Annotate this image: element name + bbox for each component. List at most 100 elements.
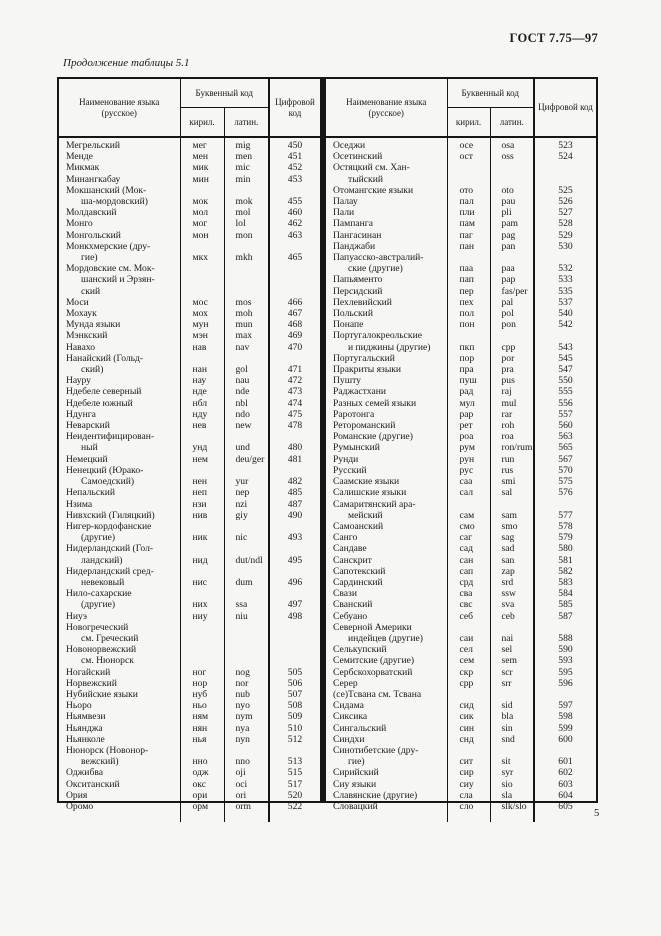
col-header-cyrillic: кирил. [180,107,225,138]
latin-code-cell: nav [224,341,270,353]
language-name-cell: Селькупский [326,644,448,656]
language-name-line: Саамские языки [333,476,400,488]
latin-code-cell: mon [224,229,270,241]
latin-code-cell: lol [224,218,270,230]
latin-code-cell: ron/rum [490,442,535,454]
language-name-cell: Ньянколе [59,733,181,745]
latin-code-cell: osa [490,137,535,152]
table-row: Палау пал pau 526 [326,196,596,208]
language-name-line: Самаритянский ара- [333,498,416,510]
numeric-code-cell: 480 [287,442,303,454]
language-name-cell: Сингальский [326,722,448,734]
table-row: Ндебеле северный нде nde 473 [59,386,320,398]
numeric-code-cell: 530 [558,240,573,252]
language-name-line: Раротонга [333,408,375,420]
col-header-letter-code: Буквенный код [447,79,535,108]
latin-code-cell: und [224,431,270,454]
table-row: Сербскохорватский скр scr 595 [326,666,596,678]
latin-code-cell: sam [490,498,535,521]
numeric-code-cell: 508 [287,700,303,712]
language-name-line: Микмак [66,162,100,174]
col-header-numeric-code: Цифровой код [534,79,596,138]
language-name-cell: Понапе [326,319,448,331]
numeric-code-cell: 602 [558,767,573,779]
language-name-line: Ньямвези [66,711,106,723]
latin-code-cell: sad [490,543,535,555]
latin-code-cell [490,162,535,185]
language-name-line: Санскрит [333,554,372,566]
table-row: Ньянколе нья nyn 512 [59,733,320,745]
table-row: Нидерландский (Гол-ландский) нид dut/ndl 49… [59,543,320,566]
numeric-code-cell: 598 [558,711,573,723]
numeric-code-cell [269,263,320,297]
language-name-cell: Санго [326,532,448,544]
table-row: Папьяменто пап pap 533 [326,274,596,286]
cyrillic-code-cell: рар [447,408,491,421]
language-name-line: Навахо [66,341,96,353]
language-name-line: Рунди [333,453,359,465]
table-row: Раджастхани рад raj 555 [326,386,596,398]
language-name-line: Пракриты языки [333,364,402,376]
table-row: Нивхский (Гиляцкий) нив giy 490 [59,509,320,521]
latin-code-cell: snd [490,733,535,745]
language-name-cell: Пехлевийский [326,296,448,309]
cyrillic-code-cell: паа [447,252,491,275]
cyrillic-code-cell: нян [180,722,225,734]
cyrillic-code-cell: мул [447,397,491,409]
cyrillic-code-cell: рет [447,420,491,432]
table-row: Персидский пер fas/per 535 [326,285,596,297]
language-name-line: Отомангские языки [333,184,414,196]
language-name-cell: Мокшанский (Мок-ша-мордовский) [59,184,181,208]
numeric-code-cell: 532 [558,263,573,275]
table-row: Пали пли pli 527 [326,207,596,219]
table-row: Сирийский сир syr 602 [326,767,596,779]
latin-code-cell: nai [490,621,535,645]
numeric-code-cell: 528 [558,218,573,230]
table-body-right: Оседжи осе osa 523 Осетинский ост oss 524 Остяцк… [326,137,596,823]
language-name-line: Ньоро [66,700,92,712]
latin-code-cell: nbl [224,397,270,409]
language-name-line: Португальский [333,352,395,364]
table-header: Наименование языка (русское) Буквенный к… [59,79,320,138]
filler-cell [326,812,448,823]
language-name-cell: Навахо [59,341,181,353]
document-code: ГОСТ 7.75—97 [509,31,598,45]
latin-code-cell: nau [224,375,270,387]
table-row: Сиу языки сиу sio 603 [326,778,596,790]
language-name-cell: Ндебеле южный [59,397,181,409]
numeric-code-cell: 585 [558,599,573,611]
cyrillic-code-cell: ног [180,666,225,678]
numeric-code-cell: 563 [558,431,573,443]
latin-code-cell: fas/per [490,285,535,297]
table-row: Пампанга пам pam 528 [326,218,596,230]
cyrillic-code-cell: пуш [447,375,491,387]
latin-code-cell: cpp [490,330,535,353]
cyrillic-code-cell: мос [180,296,225,309]
language-name-cell: Норвежский [59,677,181,689]
numeric-code-cell: 527 [558,207,573,219]
numeric-code-cell: 450 [287,140,303,151]
latin-code-cell [490,688,535,701]
language-name-cell: Раротонга [326,408,448,421]
cyrillic-code-cell: саг [447,532,491,544]
language-name-line: Палау [333,196,358,208]
language-name-cell: Нило-сахарские (другие) [59,588,181,611]
cyrillic-code-cell: мол [180,207,225,219]
latin-code-cell: oji [224,767,270,779]
numeric-code-cell: 595 [558,666,573,678]
table-row: Ньянджа нян nya 510 [59,722,320,734]
latin-code-cell: giy [224,509,270,521]
latin-code-cell: mig [224,137,270,152]
language-name-cell: Сидама [326,700,448,712]
numeric-code-cell: 600 [558,733,573,745]
language-name-cell: Самоанский [326,520,448,533]
language-name-line: гие) [348,756,365,768]
language-name-line: Салишские языки [333,487,407,499]
language-name-cell: Оджибва [59,767,181,779]
language-name-cell: Монго [59,218,181,230]
language-name-cell: Нубийские языки [59,688,181,701]
table-row: Сванский свс sva 585 [326,599,596,611]
cyrillic-code-cell: смо [447,520,491,533]
language-name-cell: Остяцкий см. Хан-тыйский [326,162,448,185]
